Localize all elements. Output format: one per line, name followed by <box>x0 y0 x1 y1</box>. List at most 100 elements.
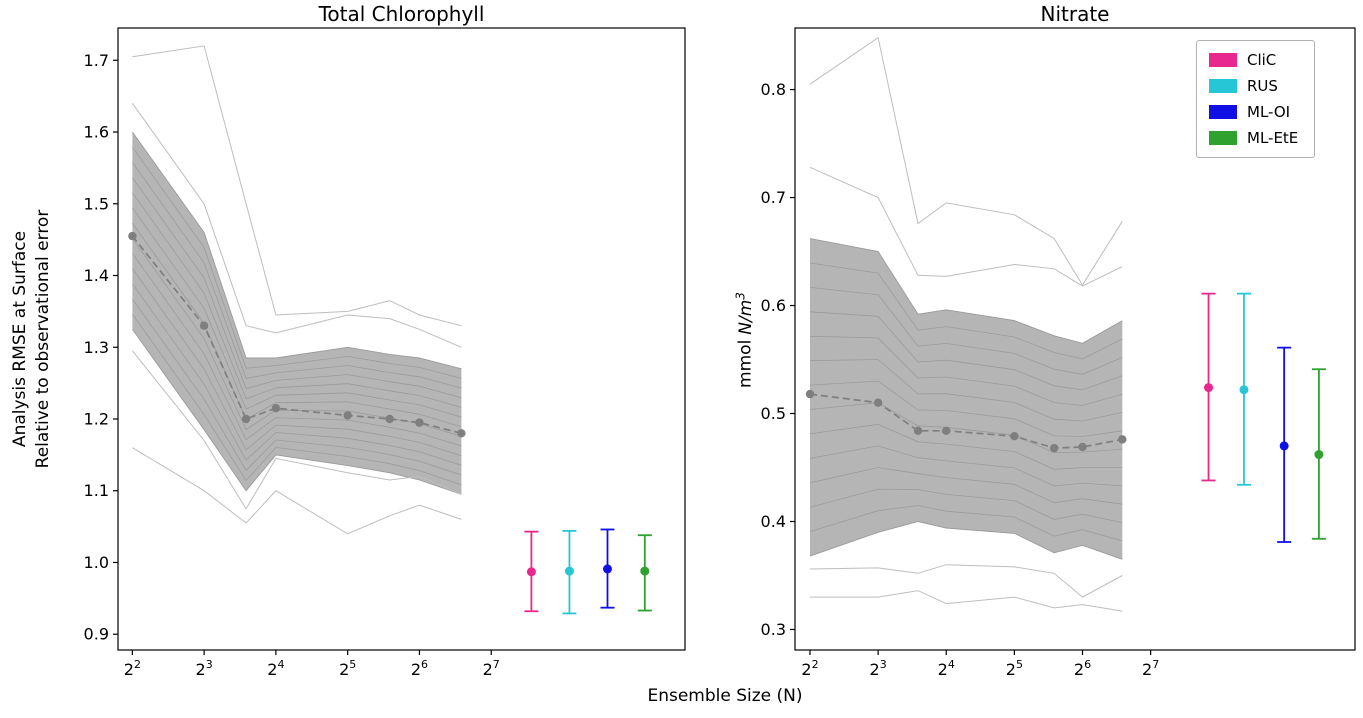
band-lower-edge <box>809 521 1123 560</box>
y-tick-label: 1.4 <box>84 266 109 285</box>
mean-line <box>809 393 1123 449</box>
errorbar-rus <box>1236 292 1251 486</box>
errorbar-marker <box>1279 441 1289 451</box>
ensemble-member-line <box>809 423 1123 470</box>
errorbar-marker <box>640 566 650 576</box>
mean-marker <box>343 411 352 420</box>
errorbar-marker <box>1314 450 1324 460</box>
x-tick-label: 22 <box>124 658 141 679</box>
panel-left: 0.9 1.0 1.1 1.2 1.3 1.4 1.5 1.6 1.7 22 23 24 25 26 27 <box>84 27 686 679</box>
mean-marker <box>805 389 815 399</box>
mean-marker <box>199 321 209 330</box>
mean-marker <box>385 414 394 424</box>
ensemble-member-line <box>132 313 462 486</box>
mean-marker <box>241 414 251 424</box>
legend-swatch-clic <box>1209 53 1237 67</box>
quantile-line <box>131 103 462 348</box>
y-tick-label: 1.1 <box>84 481 109 500</box>
x-tick-label: 23 <box>870 658 887 679</box>
ensemble-member-line <box>132 268 462 457</box>
ensemble-member-line <box>132 298 462 476</box>
mean-marker <box>942 426 951 435</box>
legend-label: RUS <box>1247 77 1278 95</box>
mean-marker <box>415 418 424 427</box>
errorbar-ml-ete <box>1311 368 1326 540</box>
ensemble-member-line <box>809 380 1123 437</box>
y-tick-label: 1.0 <box>84 553 109 572</box>
x-tick-label: 27 <box>1142 658 1159 679</box>
spread-band <box>810 238 1123 560</box>
plot-frame <box>794 27 1356 651</box>
mean-marker <box>1078 442 1087 452</box>
ensemble-member-line <box>132 146 462 379</box>
y-tick-label: 1.5 <box>84 194 109 213</box>
y-axis-label-line2: Relative to observational error <box>33 209 53 469</box>
legend-swatch-rus <box>1209 79 1237 93</box>
errorbar-clic <box>1201 292 1216 482</box>
errorbar-marker <box>602 564 612 574</box>
mean-line <box>131 235 462 435</box>
errorbar-marker <box>1239 385 1249 395</box>
legend-item-rus: RUS <box>1209 78 1298 94</box>
mean-marker <box>1010 432 1019 441</box>
plot-frame <box>117 27 686 651</box>
legend-label: CliC <box>1247 51 1277 69</box>
panel-title-right: Nitrate <box>1040 2 1110 26</box>
y-tick-label: 1.3 <box>84 338 109 357</box>
y-tick-label: 1.7 <box>84 51 109 70</box>
ensemble-member-line <box>809 467 1123 505</box>
legend-item-ml-ete: ML-EtE <box>1209 130 1298 146</box>
errorbar-marker <box>564 566 574 576</box>
y-axis-label-line1: Analysis RMSE at Surface <box>10 230 30 448</box>
errorbar-rus <box>562 530 577 615</box>
y-tick-label: 0.6 <box>761 296 786 315</box>
panel-title-left: Total Chlorophyll <box>318 2 485 26</box>
y-tick-label: 1.2 <box>84 409 109 428</box>
y-tick-label: 0.5 <box>761 404 786 423</box>
x-tick-label: 26 <box>411 658 428 679</box>
ensemble-member-line <box>809 262 1123 360</box>
legend-swatch-ml-oi <box>1209 105 1237 119</box>
y-tick-label: 1.6 <box>84 123 109 142</box>
ensemble-member-line <box>132 162 462 389</box>
y-tick-label: 0.4 <box>761 512 786 531</box>
ensemble-member-line <box>809 359 1123 422</box>
quantile-line <box>809 166 1123 287</box>
ensemble-member-line <box>809 445 1123 487</box>
mean-marker <box>271 404 281 413</box>
quantile-line <box>132 350 462 510</box>
band-lower-edge <box>132 329 462 495</box>
mean-marker <box>873 398 883 407</box>
errorbar-marker <box>526 567 536 577</box>
ensemble-member-line <box>809 505 1123 542</box>
x-tick-label: 26 <box>1074 658 1091 679</box>
band-upper-edge <box>809 238 1123 344</box>
ensemble-member-line <box>809 488 1123 523</box>
ensemble-member-line <box>809 402 1123 454</box>
ensemble-member-line <box>809 311 1123 391</box>
x-tick-label: 24 <box>267 658 284 679</box>
spread-band <box>132 132 462 495</box>
quantile-line <box>809 564 1123 598</box>
legend-item-clic: CliC <box>1209 52 1298 68</box>
y-tick-label: 0.9 <box>84 625 109 644</box>
x-tick-label: 23 <box>196 658 213 679</box>
x-tick-label: 25 <box>1006 658 1023 679</box>
legend-swatch-ml-ete <box>1209 131 1237 145</box>
errorbar-ml-oi <box>1277 346 1292 543</box>
x-tick-label: 22 <box>801 658 818 679</box>
ensemble-member-line <box>809 287 1123 375</box>
y-tick-label: 0.7 <box>761 188 786 207</box>
x-tick-label: 27 <box>483 658 500 679</box>
ensemble-member-line <box>132 192 462 408</box>
mean-marker <box>913 426 923 435</box>
y-axis-label-left: Analysis RMSE at Surface Relative to obs… <box>9 28 55 650</box>
legend: CliC RUS ML-OI ML-EtE <box>1196 40 1316 158</box>
panel-right: 0.3 0.4 0.5 0.6 0.7 0.8 22 23 24 25 26 27 <box>761 27 1356 679</box>
ensemble-member-line <box>132 207 462 418</box>
mean-marker <box>457 429 466 438</box>
y-tick-label: 0.3 <box>761 620 786 639</box>
x-tick-label: 25 <box>339 658 356 679</box>
